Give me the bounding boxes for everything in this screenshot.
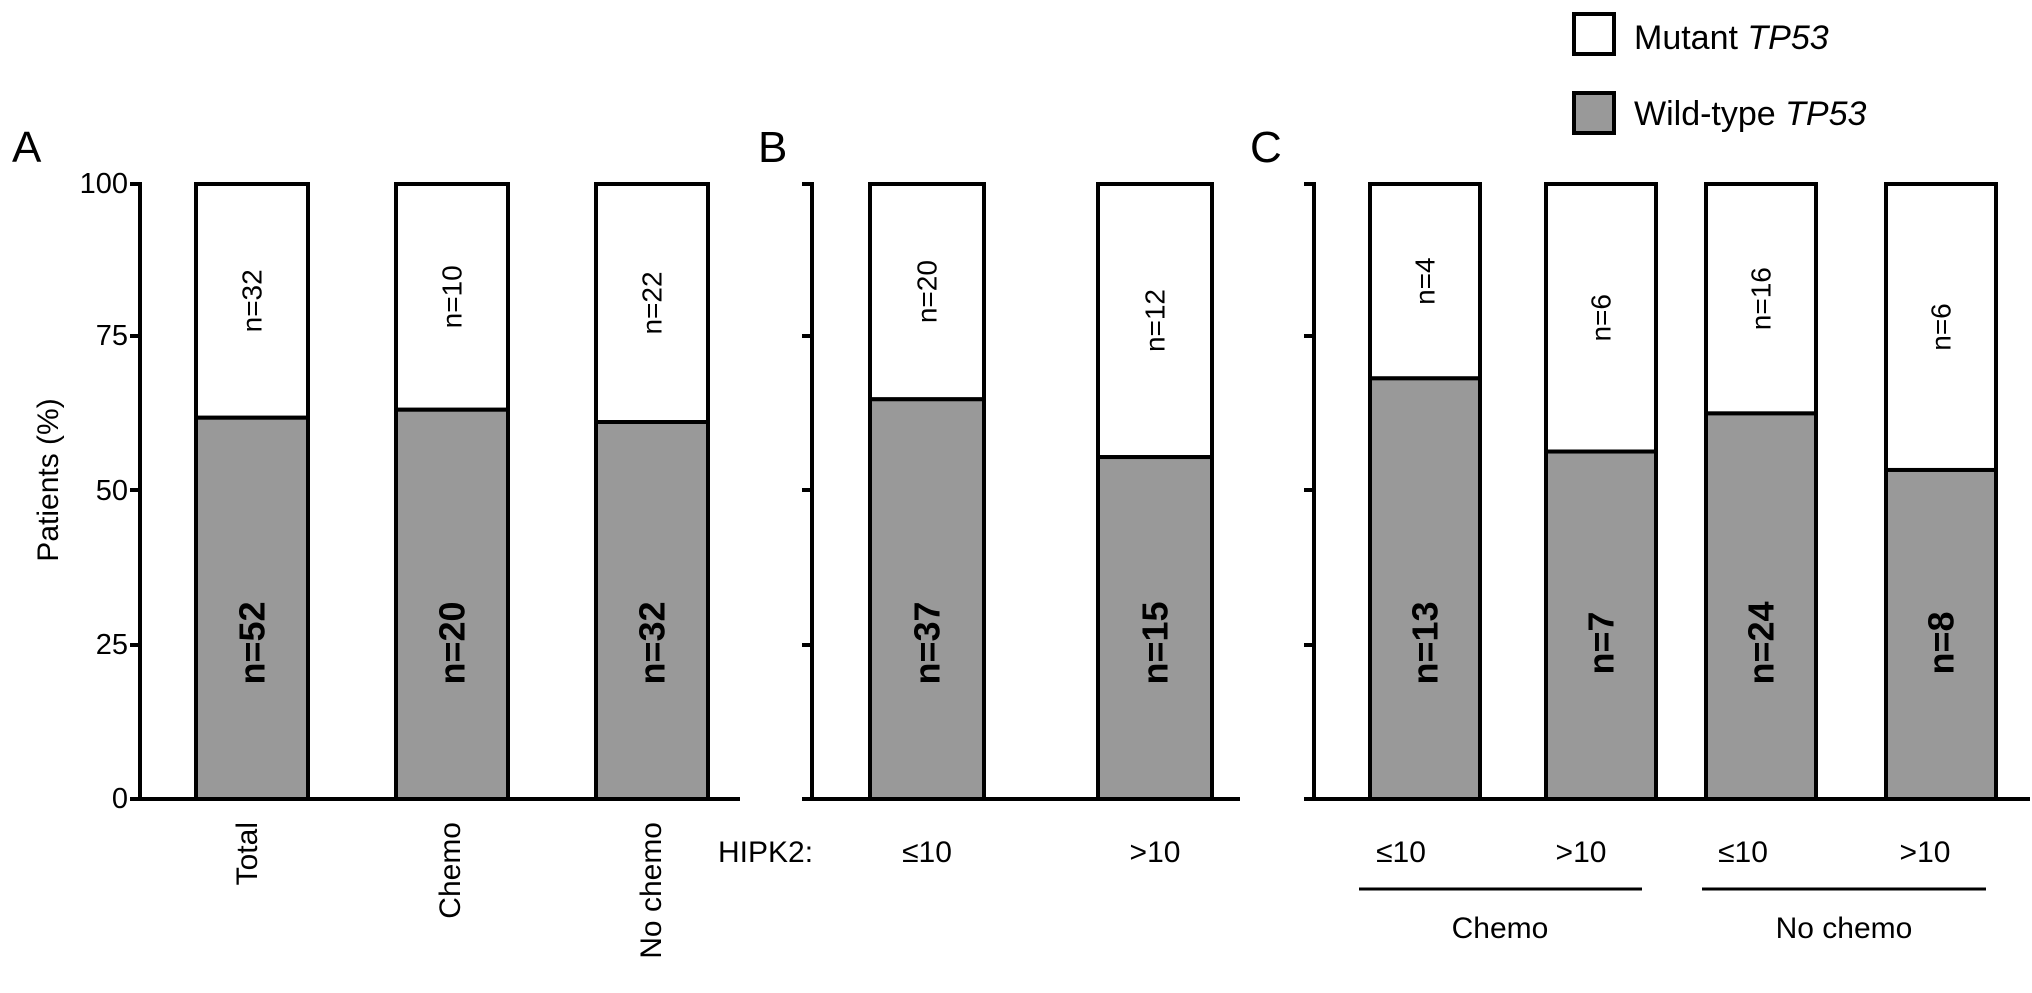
category-label-c-chemo-le10: ≤10 <box>1376 836 1426 869</box>
bar-label-mutant-a-3: n=22 <box>637 271 668 334</box>
bar-label-wildtype-c-4: n=8 <box>1921 611 1962 674</box>
y-tick-label-75: 75 <box>96 320 128 352</box>
bar-label-wildtype-a-2: n=20 <box>432 601 473 684</box>
panel-letter-a: A <box>12 123 42 172</box>
bar-segment-wildtype-c-2 <box>1544 449 1658 801</box>
bars-layer: n=32 n=52 n=10 n=20 n=22 n=32 n=20 n=37 n=12 n=15… <box>194 182 1998 801</box>
bar-label-mutant-b-1: n=20 <box>912 260 943 323</box>
bar-segment-wildtype-b-2 <box>1096 455 1214 801</box>
bar-label-mutant-c-4: n=6 <box>1926 303 1957 351</box>
y-tick-label-50: 50 <box>96 475 128 507</box>
bar-label-mutant-b-2: n=12 <box>1140 289 1171 352</box>
y-axis-label: Patients (%) <box>32 398 65 561</box>
bar-segment-mutant-a-2 <box>394 182 510 412</box>
bar-segment-mutant-c-4 <box>1884 182 1998 472</box>
legend-label-wildtype: Wild-type TP53 <box>1634 95 1866 133</box>
legend-swatch-wildtype <box>1572 91 1616 135</box>
bar-segment-wildtype-a-3 <box>594 420 710 801</box>
panel-c-category-labels: ≤10 >10 ≤10 >10 <box>1376 836 1950 869</box>
category-label-c-nochemo-le10: ≤10 <box>1718 836 1768 869</box>
bar-label-mutant-c-2: n=6 <box>1586 294 1617 342</box>
panel-letter-b: B <box>758 123 787 172</box>
bar-segment-wildtype-c-3 <box>1704 411 1818 801</box>
y-tick-label-100: 100 <box>80 168 128 200</box>
panel-a-category-labels: Total Chemo No chemo <box>231 822 668 959</box>
y-tick-label-25: 25 <box>96 629 128 661</box>
bar-label-wildtype-a-1: n=52 <box>232 601 273 684</box>
bar-label-mutant-a-2: n=10 <box>437 265 468 328</box>
bar-segment-wildtype-b-1 <box>868 397 986 801</box>
panel-b-category-labels: ≤10 >10 <box>902 836 1180 869</box>
bar-label-wildtype-b-2: n=15 <box>1135 601 1176 684</box>
panel-letter-c: C <box>1250 123 1282 172</box>
bar-label-wildtype-c-3: n=24 <box>1741 601 1782 684</box>
bar-segment-wildtype-a-1 <box>194 415 310 801</box>
hipk2-label: HIPK2: <box>718 836 813 869</box>
y-tick-label-0: 0 <box>112 783 128 815</box>
bar-label-wildtype-b-1: n=37 <box>907 601 948 684</box>
bar-segment-wildtype-c-1 <box>1368 376 1482 801</box>
bar-label-mutant-c-3: n=16 <box>1746 267 1777 330</box>
bar-segment-mutant-a-3 <box>594 182 710 425</box>
bar-segment-mutant-a-1 <box>194 182 310 420</box>
bar-label-wildtype-c-2: n=7 <box>1581 611 1622 674</box>
category-label-total: Total <box>231 822 264 885</box>
legend-swatch-mutant <box>1572 12 1616 56</box>
bar-segment-mutant-c-2 <box>1544 182 1658 454</box>
category-label-no-chemo: No chemo <box>635 822 668 959</box>
y-tick-labels: 0 25 50 75 100 <box>80 168 128 815</box>
bar-segment-mutant-b-1 <box>868 182 986 402</box>
bar-segment-mutant-c-3 <box>1704 182 1818 416</box>
bar-label-wildtype-a-3: n=32 <box>632 601 673 684</box>
category-label-b-gt10: >10 <box>1130 836 1181 869</box>
category-label-b-le10: ≤10 <box>902 836 952 869</box>
group-label-chemo: Chemo <box>1452 912 1549 945</box>
legend: Mutant TP53 Wild-type TP53 <box>1572 12 1866 135</box>
bar-segment-mutant-b-2 <box>1096 182 1214 460</box>
bar-label-mutant-c-1: n=4 <box>1410 257 1441 305</box>
legend-label-mutant: Mutant TP53 <box>1634 19 1829 57</box>
bar-label-mutant-a-1: n=32 <box>237 269 268 332</box>
group-label-no-chemo: No chemo <box>1776 912 1913 945</box>
bar-label-wildtype-c-1: n=13 <box>1405 601 1446 684</box>
category-label-c-chemo-gt10: >10 <box>1556 836 1607 869</box>
panel-c-group-labels: Chemo No chemo <box>1359 887 1986 945</box>
bar-segment-wildtype-a-2 <box>394 407 510 801</box>
category-label-c-nochemo-gt10: >10 <box>1900 836 1951 869</box>
bar-segment-wildtype-c-4 <box>1884 467 1998 801</box>
category-label-chemo: Chemo <box>434 822 467 919</box>
